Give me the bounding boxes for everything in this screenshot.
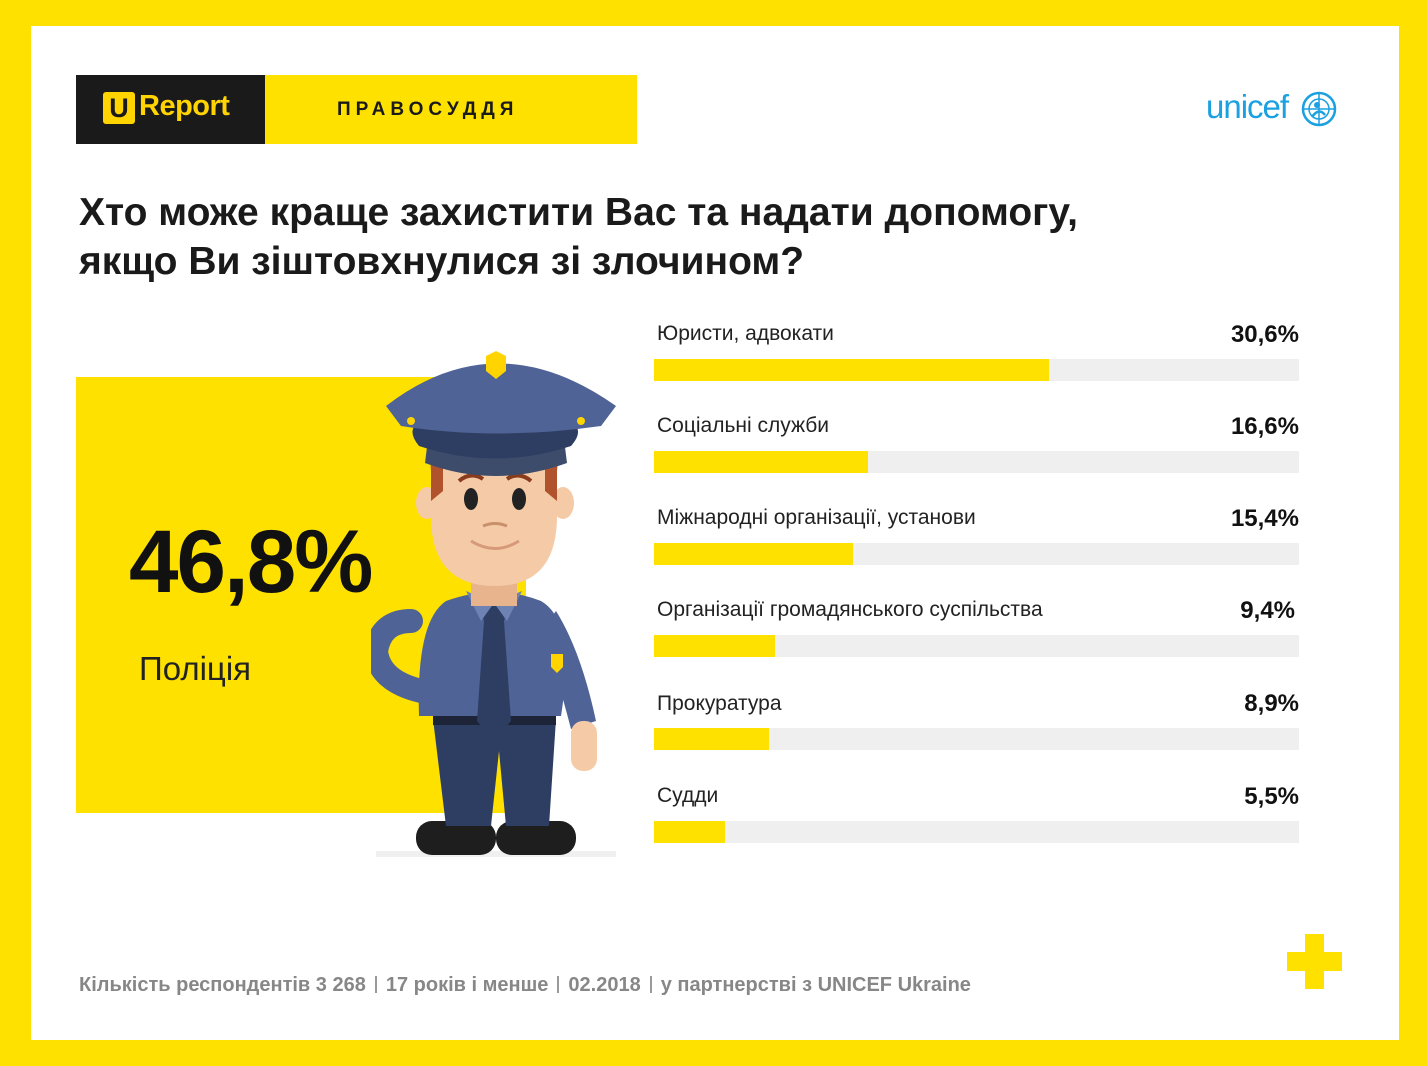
bar-label: Соціальні служби bbox=[657, 414, 830, 437]
footer-date: 02.2018 bbox=[568, 974, 641, 996]
footer-age: 17 років і менше bbox=[385, 974, 549, 996]
bar-label: Організації громадянського суспільства bbox=[657, 598, 1043, 621]
ureport-wordmark: Report bbox=[139, 90, 230, 122]
bar-value-label: 8,9% bbox=[1244, 690, 1299, 717]
bar-label: Прокуратура bbox=[657, 692, 782, 715]
footer-separator bbox=[557, 976, 560, 993]
footer-separator bbox=[649, 976, 652, 993]
bar-label: Міжнародні організації, установи bbox=[657, 506, 976, 529]
unicef-emblem-icon bbox=[1301, 91, 1337, 127]
bar-label: Юристи, адвокати bbox=[657, 322, 834, 345]
bar-value-label: 30,6% bbox=[1230, 321, 1299, 348]
bar-fill bbox=[654, 728, 769, 750]
bar-value-label: 9,4% bbox=[1240, 597, 1295, 624]
bar-track bbox=[654, 728, 1299, 750]
bar-fill bbox=[654, 543, 853, 565]
bar-track bbox=[654, 635, 1299, 657]
bar-label: Судди bbox=[657, 784, 719, 807]
bar-track bbox=[654, 543, 1299, 565]
question-line-1: Хто може краще захистити Вас та надати д… bbox=[79, 191, 1078, 234]
ureport-u-mark: U bbox=[103, 92, 135, 124]
ureport-logo: U Report bbox=[76, 75, 265, 144]
infographic-card: U Report ПРАВОСУДДЯ unicef Хто може кращ… bbox=[31, 26, 1399, 1040]
bar-fill bbox=[654, 635, 776, 657]
topic-label: ПРАВОСУДДЯ bbox=[337, 99, 519, 120]
highlight-value: 46,8% bbox=[129, 511, 373, 611]
police-officer-illustration bbox=[371, 351, 616, 857]
plus-icon bbox=[1287, 934, 1342, 989]
bar-track bbox=[654, 451, 1299, 473]
question-heading: Хто може краще захистити Вас та надати д… bbox=[79, 188, 1299, 286]
footer-respondents: Кількість респондентів 3 268 bbox=[79, 974, 366, 996]
topic-banner: ПРАВОСУДДЯ bbox=[265, 75, 637, 144]
bar-track bbox=[654, 821, 1299, 843]
question-line-2: якщо Ви зіштовхнулися зі злочином? bbox=[79, 240, 805, 283]
bar-value-label: 16,6% bbox=[1230, 413, 1299, 440]
highlight-label: Поліція bbox=[139, 650, 252, 687]
bar-fill bbox=[654, 359, 1049, 381]
footer-meta: Кількість респондентів 3 268 17 років і м… bbox=[79, 974, 971, 997]
bar-value-label: 15,4% bbox=[1230, 505, 1299, 532]
footer-partner: у партнерстві з UNICEF Ukraine bbox=[660, 974, 971, 996]
bar-track bbox=[654, 359, 1299, 381]
bar-fill bbox=[654, 821, 725, 843]
unicef-wordmark: unicef bbox=[1206, 88, 1289, 125]
bar-value-label: 5,5% bbox=[1244, 783, 1299, 810]
footer-separator bbox=[374, 976, 377, 993]
bar-fill bbox=[654, 451, 869, 473]
